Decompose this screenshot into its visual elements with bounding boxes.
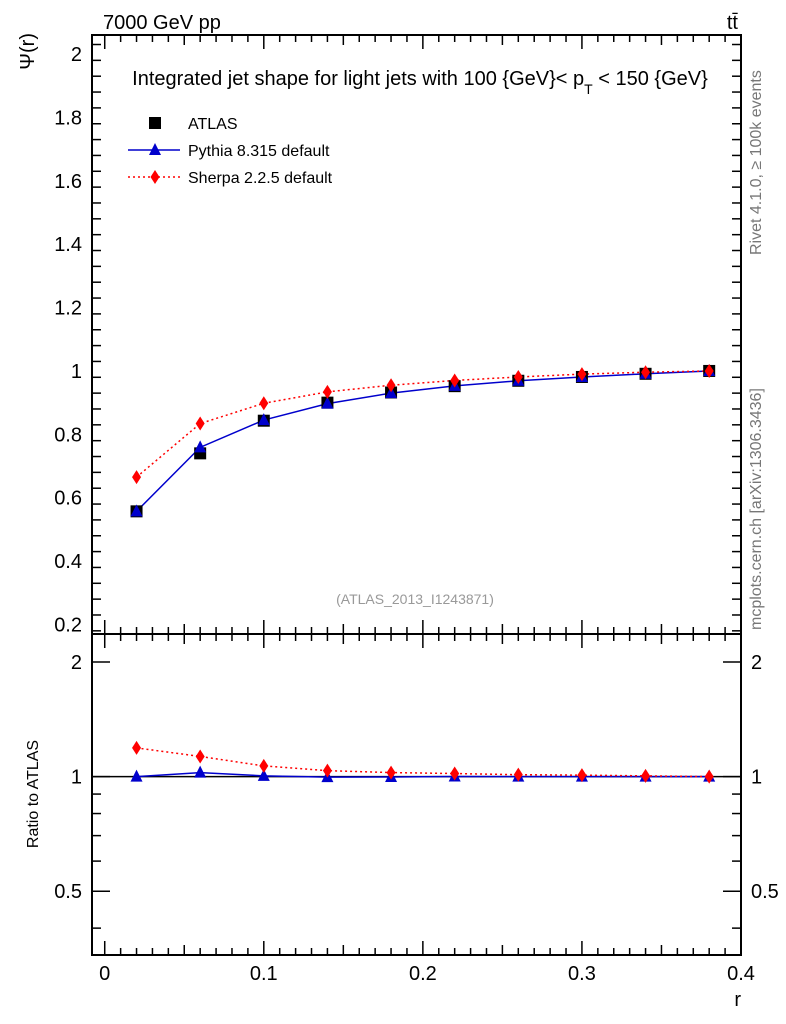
x-axis-label: r bbox=[734, 989, 741, 1011]
legend-marker bbox=[149, 117, 161, 129]
x-tick-label: 0.4 bbox=[727, 963, 755, 985]
y-tick-label: 0.4 bbox=[54, 551, 82, 573]
y-tick-label: 1 bbox=[71, 361, 82, 383]
ratio-point-sherpa-2-2-5-default bbox=[704, 769, 714, 784]
y-axis-label: Ψ(r) bbox=[17, 33, 39, 70]
legend-marker bbox=[149, 143, 161, 155]
data-point-pythia-8-315-default bbox=[130, 504, 143, 517]
ratio-point-sherpa-2-2-5-default bbox=[259, 758, 269, 773]
series-line-pythia-8-315-default bbox=[136, 370, 710, 512]
ratio-line-sherpa-2-2-5-default bbox=[136, 747, 710, 778]
data-point-sherpa-2-2-5-default bbox=[513, 369, 523, 384]
ratio-point-sherpa-2-2-5-default bbox=[577, 768, 587, 783]
analysis-id-watermark: (ATLAS_2013_I1243871) bbox=[336, 591, 494, 607]
chart-title-subscript: T bbox=[584, 81, 593, 97]
x-tick-label: 0 bbox=[99, 963, 110, 985]
legend: ATLAS Pythia 8.315 default Sherpa 2.2.5 de… bbox=[128, 116, 333, 187]
y-tick-label: 1.4 bbox=[54, 234, 82, 256]
ratio-panel: 0 0.1 0.2 0.3 0.4 0.5 0.5 1 1 2 2 bbox=[54, 633, 779, 985]
y-tick-label: 1.8 bbox=[54, 107, 82, 129]
y-tick-label: 0.8 bbox=[54, 424, 82, 446]
data-point-sherpa-2-2-5-default bbox=[322, 384, 332, 399]
data-point-sherpa-2-2-5-default bbox=[450, 373, 460, 388]
ratio-point-pythia-8-315-default bbox=[257, 768, 270, 781]
chart-title-main: Integrated jet shape for light jets with… bbox=[132, 68, 584, 90]
ratio-point-sherpa-2-2-5-default bbox=[322, 763, 332, 778]
ratio-line-pythia-8-315-default bbox=[136, 771, 710, 778]
legend-label: Sherpa 2.2.5 default bbox=[188, 170, 333, 187]
data-point-sherpa-2-2-5-default bbox=[704, 363, 714, 378]
chart-title: Integrated jet shape for light jets with… bbox=[132, 68, 708, 97]
x-tick-label: 0.2 bbox=[409, 963, 437, 985]
ratio-point-sherpa-2-2-5-default bbox=[386, 765, 396, 780]
legend-label: Pythia 8.315 default bbox=[188, 143, 330, 160]
ratio-point-sherpa-2-2-5-default bbox=[641, 768, 651, 783]
energy-label: 7000 GeV pp bbox=[103, 12, 221, 34]
ratio-point-sherpa-2-2-5-default bbox=[195, 749, 205, 764]
data-point-sherpa-2-2-5-default bbox=[641, 365, 651, 380]
ratio-point-pythia-8-315-default bbox=[194, 765, 207, 778]
x-tick-label: 0.3 bbox=[568, 963, 596, 985]
mcplots-source-label: mcplots.cern.ch [arXiv:1306.3436] bbox=[748, 388, 765, 630]
legend-label: ATLAS bbox=[188, 116, 238, 133]
ratio-y-tick-label: 1 bbox=[71, 767, 82, 789]
rivet-version-label: Rivet 4.1.0, ≥ 100k events bbox=[748, 70, 765, 255]
ratio-point-sherpa-2-2-5-default bbox=[132, 740, 142, 755]
data-point-sherpa-2-2-5-default bbox=[386, 378, 396, 393]
data-point-sherpa-2-2-5-default bbox=[259, 396, 269, 411]
process-label: tt̄ bbox=[727, 12, 739, 34]
data-point-sherpa-2-2-5-default bbox=[132, 470, 142, 485]
series-layer bbox=[130, 363, 716, 784]
series-line-sherpa-2-2-5-default bbox=[136, 370, 710, 478]
data-point-sherpa-2-2-5-default bbox=[577, 367, 587, 382]
y-tick-label: 2 bbox=[71, 44, 82, 66]
data-point-pythia-8-315-default bbox=[321, 396, 334, 409]
ratio-point-sherpa-2-2-5-default bbox=[513, 767, 523, 782]
y-tick-label: 0.2 bbox=[54, 614, 82, 636]
data-point-sherpa-2-2-5-default bbox=[195, 416, 205, 431]
y-tick-label: 1.2 bbox=[54, 298, 82, 320]
ratio-y-tick-label-right: 1 bbox=[751, 767, 762, 789]
ratio-y-tick-label: 0.5 bbox=[54, 881, 82, 903]
data-point-pythia-8-315-default bbox=[257, 413, 270, 426]
legend-marker bbox=[150, 170, 160, 184]
ratio-point-sherpa-2-2-5-default bbox=[450, 766, 460, 781]
chart-title-rest: < 150 {GeV} bbox=[593, 68, 708, 90]
ratio-point-pythia-8-315-default bbox=[130, 769, 143, 782]
data-point-pythia-8-315-default bbox=[194, 440, 207, 453]
ratio-frame bbox=[91, 633, 742, 956]
y-tick-label: 0.6 bbox=[54, 488, 82, 510]
x-tick-label: 0.1 bbox=[250, 963, 278, 985]
y-tick-label: 1.6 bbox=[54, 171, 82, 193]
ratio-y-axis-label: Ratio to ATLAS bbox=[25, 740, 42, 848]
ratio-y-tick-label-right: 2 bbox=[751, 652, 762, 674]
ratio-y-tick-label-right: 0.5 bbox=[751, 881, 779, 903]
ratio-y-tick-label: 2 bbox=[71, 652, 82, 674]
